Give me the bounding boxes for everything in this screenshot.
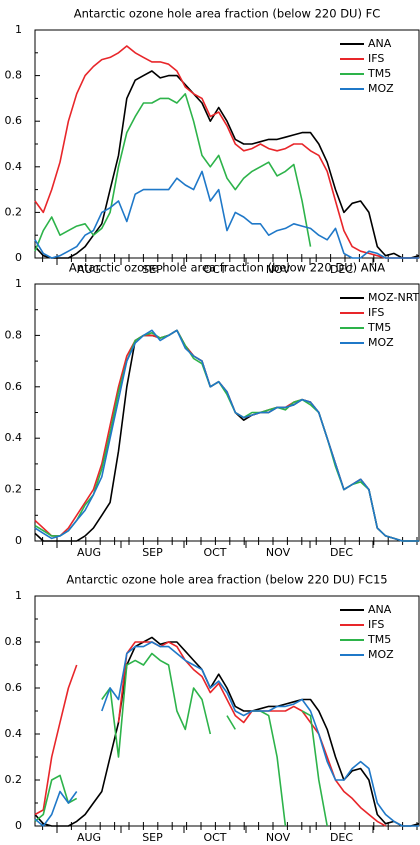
- series-line: [34, 641, 419, 827]
- x-tick-label: DEC: [330, 263, 353, 276]
- y-tick-label: 0: [15, 534, 22, 547]
- y-tick-label: 0.4: [5, 431, 23, 444]
- series-line: [34, 45, 419, 259]
- x-tick-label: SEP: [142, 831, 163, 844]
- y-tick-label: 1: [15, 277, 22, 290]
- series-line: [34, 70, 420, 259]
- x-tick-label: NOV: [266, 263, 291, 276]
- series-line: [34, 329, 419, 542]
- y-tick-label: 0: [15, 819, 22, 832]
- x-tick-label: AUG: [77, 263, 101, 276]
- legend-label: MOZ: [368, 82, 394, 95]
- series-line: [34, 93, 312, 252]
- x-tick-label: AUG: [77, 831, 101, 844]
- legend-label: IFS: [368, 618, 384, 631]
- y-tick-label: 0.8: [5, 69, 23, 82]
- y-tick-label: 0.6: [5, 114, 23, 127]
- legend-label: ANA: [368, 603, 392, 616]
- legend-label: IFS: [368, 306, 384, 319]
- plot-frame: [34, 595, 420, 827]
- y-tick-label: 0.6: [5, 681, 23, 694]
- legend-label: TM5: [367, 321, 391, 334]
- x-tick-label: OCT: [203, 546, 226, 559]
- legend-label: MOZ-NRT: [368, 291, 420, 304]
- x-tick-label: SEP: [142, 546, 163, 559]
- y-tick-label: 1: [15, 23, 22, 36]
- plot-frame: [34, 29, 420, 259]
- legend-label: TM5: [367, 67, 391, 80]
- y-tick-label: 0.2: [5, 483, 23, 496]
- chart-title: Antarctic ozone hole area fraction (belo…: [69, 261, 385, 275]
- plot-frame: [34, 283, 420, 542]
- y-tick-label: 0.6: [5, 380, 23, 393]
- legend-label: MOZ: [368, 336, 394, 349]
- y-tick-label: 0: [15, 251, 22, 264]
- x-tick-label: NOV: [266, 546, 291, 559]
- x-tick-label: NOV: [266, 831, 291, 844]
- x-tick-label: OCT: [203, 263, 226, 276]
- y-tick-label: 1: [15, 589, 22, 602]
- x-tick-label: AUG: [77, 546, 101, 559]
- x-tick-label: SEP: [142, 263, 163, 276]
- y-tick-label: 0.4: [5, 160, 23, 173]
- x-tick-label: DEC: [330, 546, 353, 559]
- legend-label: IFS: [368, 52, 384, 65]
- y-tick-label: 0.8: [5, 328, 23, 341]
- series-line: [34, 329, 419, 542]
- series-line: [34, 652, 328, 827]
- y-tick-label: 0.8: [5, 635, 23, 648]
- x-tick-label: DEC: [330, 831, 353, 844]
- y-tick-label: 0.4: [5, 727, 23, 740]
- legend-label: MOZ: [368, 648, 394, 661]
- series-line: [34, 636, 420, 827]
- chart-title: Antarctic ozone hole area fraction (belo…: [66, 573, 387, 587]
- series-line: [34, 329, 419, 542]
- x-tick-label: OCT: [203, 831, 226, 844]
- legend-label: ANA: [368, 37, 392, 50]
- chart-title: Antarctic ozone hole area fraction (belo…: [74, 7, 381, 21]
- series-line: [34, 329, 419, 542]
- y-tick-label: 0.2: [5, 773, 23, 786]
- series-line: [34, 170, 419, 259]
- y-tick-label: 0.2: [5, 205, 23, 218]
- legend-label: TM5: [367, 633, 391, 646]
